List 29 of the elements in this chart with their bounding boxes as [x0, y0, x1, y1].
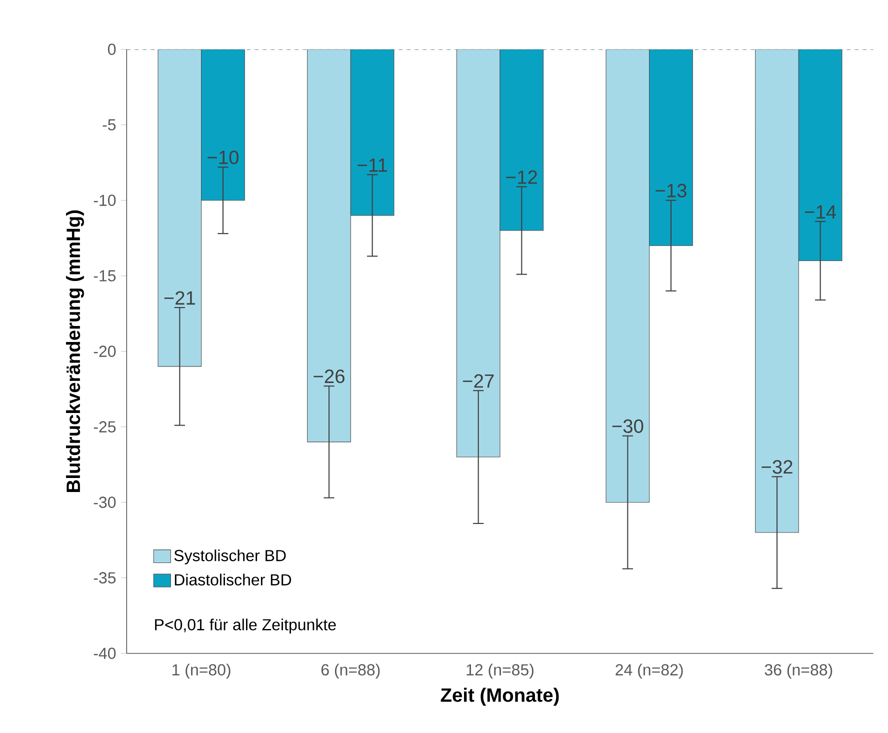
legend-label: Systolischer BD: [174, 549, 286, 564]
x-tick-label: 24 (n=82): [616, 664, 683, 678]
data-label: −10: [208, 150, 239, 164]
y-tick-label: -40: [94, 648, 116, 659]
x-tick-label: 36 (n=88): [764, 664, 832, 678]
data-label: −26: [314, 369, 344, 383]
y-tick-label: -5: [102, 119, 116, 130]
data-label: −14: [804, 205, 836, 218]
y-tick-label: -30: [94, 496, 116, 508]
data-label: −32: [762, 460, 792, 474]
y-tick-label: -25: [94, 421, 116, 432]
legend-label: Diastolischer BD: [174, 574, 292, 586]
data-label: −13: [656, 184, 686, 198]
y-tick-label: -35: [94, 572, 116, 584]
y-tick-label: -15: [94, 270, 116, 282]
x-tick-label: 12 (n=85): [466, 664, 534, 678]
y-tick-label: 0: [108, 44, 116, 55]
x-tick-label: 1 (n=80): [172, 664, 230, 678]
y-axis-title: Blutdruckveränderung (mmHg): [66, 210, 84, 492]
x-axis-title: Zeit (Monate): [440, 688, 559, 706]
data-label: −27: [463, 374, 494, 388]
y-tick-label: -20: [94, 346, 116, 357]
y-tick-label: -10: [94, 194, 116, 206]
data-label: −21: [164, 291, 196, 304]
data-label: −30: [612, 419, 644, 433]
data-label: −12: [506, 170, 537, 184]
annotation: P<0,01 für alle Zeitpunkte: [155, 618, 336, 634]
x-tick-label: 6 (n=88): [321, 664, 380, 678]
data-label: −11: [358, 158, 387, 172]
